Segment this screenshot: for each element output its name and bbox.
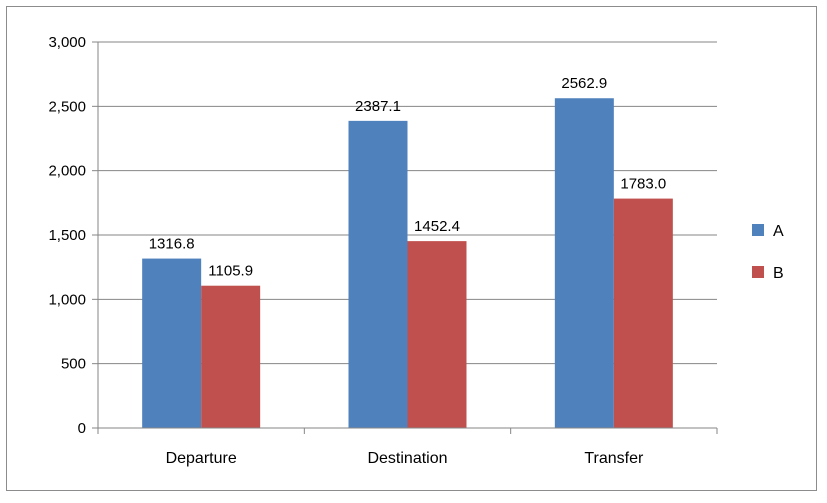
y-tick-label: 2,000 bbox=[48, 163, 86, 180]
x-tick-label: Transfer bbox=[584, 450, 644, 467]
bar bbox=[554, 98, 614, 428]
legend-swatch bbox=[752, 224, 764, 236]
x-tick-label: Departure bbox=[166, 450, 237, 467]
bar bbox=[613, 198, 673, 428]
y-tick-label: 2,500 bbox=[48, 98, 86, 115]
bar bbox=[348, 120, 408, 428]
y-tick-label: 1,500 bbox=[48, 227, 86, 244]
data-label: 1783.0 bbox=[620, 176, 666, 193]
bar bbox=[407, 241, 467, 428]
data-label: 2387.1 bbox=[355, 98, 401, 115]
bars bbox=[142, 98, 673, 428]
data-label: 2562.9 bbox=[561, 75, 607, 92]
x-axis: Departure Destination Transfer bbox=[97, 427, 718, 467]
legend-swatch bbox=[752, 266, 764, 278]
y-axis: 0 500 1,000 1,500 2,000 2,500 3,000 bbox=[48, 34, 99, 437]
y-tick-label: 1,000 bbox=[48, 291, 86, 308]
y-tick-label: 0 bbox=[78, 420, 86, 437]
x-tick-label: Destination bbox=[367, 450, 447, 467]
bar bbox=[142, 258, 202, 428]
data-label: 1316.8 bbox=[149, 236, 195, 253]
data-label: 1452.4 bbox=[414, 218, 460, 235]
data-label: 1105.9 bbox=[208, 263, 253, 280]
data-labels: 1316.8 2387.1 2562.9 1105.9 1452.4 1783.0 bbox=[149, 75, 667, 279]
legend-label: B bbox=[773, 265, 784, 282]
legend: AB bbox=[752, 223, 784, 282]
legend-label: A bbox=[773, 223, 784, 240]
y-tick-label: 500 bbox=[61, 356, 86, 373]
bar bbox=[201, 285, 261, 428]
y-tick-label: 3,000 bbox=[48, 34, 86, 51]
